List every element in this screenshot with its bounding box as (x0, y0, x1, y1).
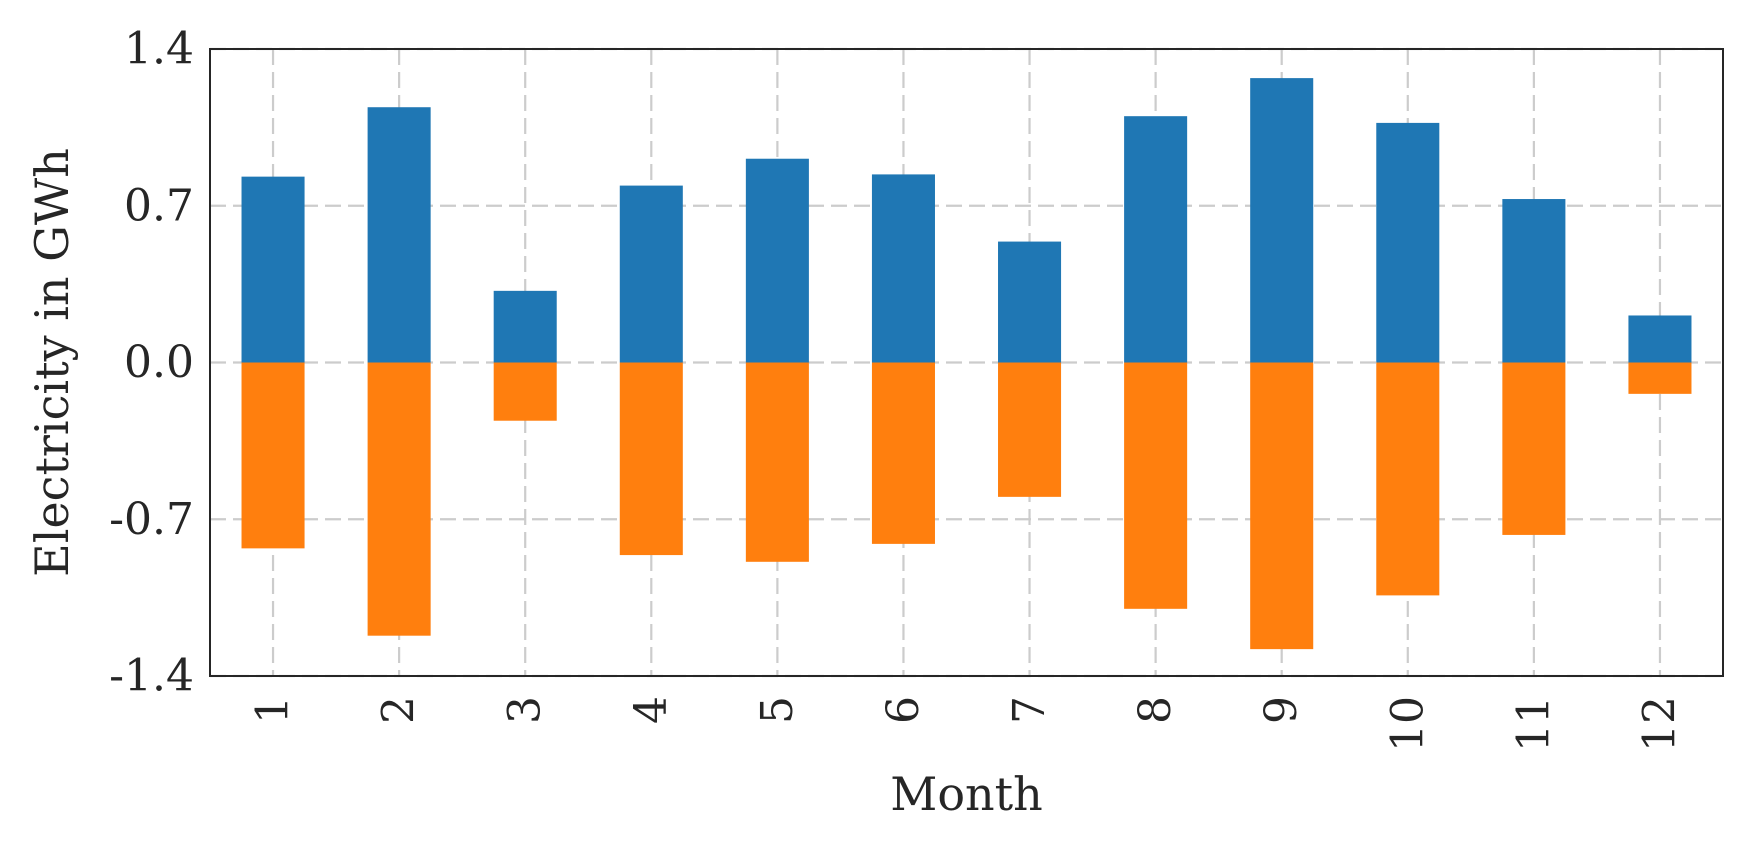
bar-series2-month-11 (1502, 362, 1566, 535)
x-tick-label: 4 (626, 696, 677, 724)
bar-series2-month-2 (367, 362, 431, 636)
bar-series1-month-5 (745, 158, 809, 363)
x-tick-label: 11 (1508, 696, 1559, 752)
x-tick-label: 6 (878, 696, 929, 724)
x-tick-label: 8 (1130, 696, 1181, 724)
x-tick-label: 1 (248, 696, 299, 724)
bar-series1-month-9 (1250, 78, 1314, 363)
bar-series1-month-12 (1628, 315, 1692, 363)
y-tick-label: 1.4 (124, 24, 194, 75)
bars (241, 78, 1692, 650)
bar-series2-month-6 (871, 362, 935, 544)
x-tick-label: 2 (374, 696, 425, 724)
bar-series2-month-12 (1628, 362, 1692, 394)
y-tick-labels: 1.4 0.7 0.0 -0.7 -1.4 (109, 24, 194, 702)
y-tick-label: -1.4 (109, 651, 194, 702)
y-axis-label: Electricity in GWh (25, 148, 79, 577)
y-tick-label: 0.7 (124, 180, 194, 231)
bar-series1-month-3 (493, 290, 557, 363)
x-tick-label: 5 (752, 696, 803, 724)
bar-series1-month-2 (367, 107, 431, 363)
x-axis-label: Month (890, 767, 1043, 821)
bar-series2-month-9 (1250, 362, 1314, 650)
x-tick-labels: 1 2 3 4 5 6 7 8 9 10 11 12 (248, 696, 1686, 752)
x-tick-label: 9 (1256, 696, 1307, 724)
bar-series1-month-4 (619, 185, 683, 363)
bar-series2-month-7 (998, 362, 1062, 497)
bar-series2-month-4 (619, 362, 683, 556)
y-tick-label: -0.7 (109, 494, 194, 545)
x-tick-label: 10 (1382, 696, 1433, 752)
x-tick-label: 7 (1004, 696, 1055, 724)
bar-series2-month-5 (745, 362, 809, 562)
bar-series2-month-8 (1124, 362, 1188, 609)
y-tick-label: 0.0 (124, 337, 194, 388)
bar-series2-month-3 (493, 362, 557, 421)
bar-series1-month-1 (241, 176, 305, 363)
bar-series1-month-6 (871, 174, 935, 363)
bar-series1-month-11 (1502, 199, 1566, 363)
bar-series2-month-10 (1376, 362, 1440, 596)
x-tick-label: 12 (1634, 696, 1685, 752)
x-tick-label: 3 (500, 696, 551, 724)
bar-series1-month-10 (1376, 122, 1440, 363)
grid (210, 47, 1723, 678)
bar-series1-month-8 (1124, 116, 1188, 363)
bar-series2-month-1 (241, 362, 305, 549)
plot-frame (209, 48, 1724, 677)
bar-series1-month-7 (998, 241, 1062, 363)
